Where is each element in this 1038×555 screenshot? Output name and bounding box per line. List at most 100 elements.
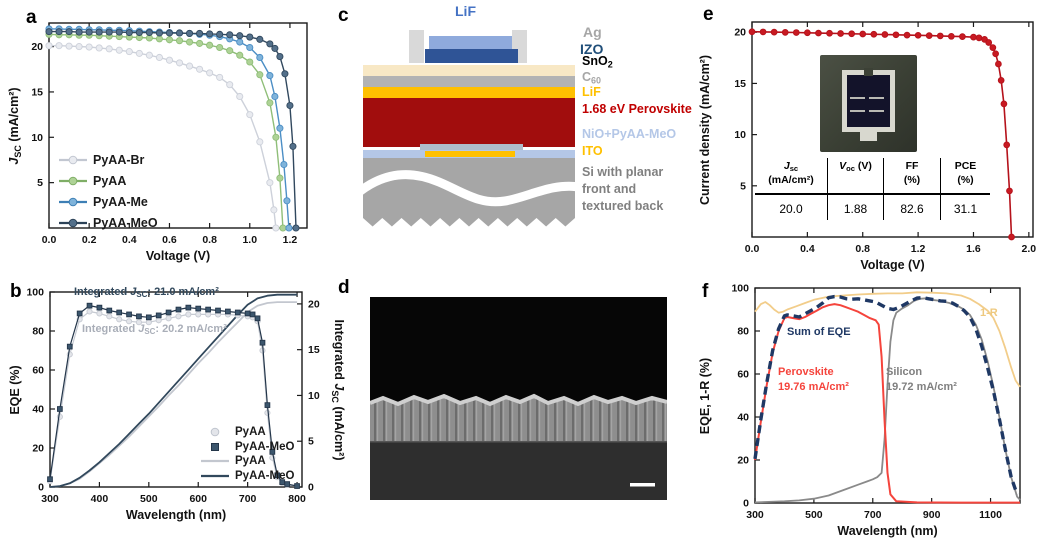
sem-film-layer [370, 396, 667, 441]
svg-text:15: 15 [734, 78, 746, 90]
svg-text:1.0: 1.0 [242, 234, 257, 246]
svg-text:0: 0 [308, 482, 314, 494]
svg-text:10: 10 [734, 129, 746, 141]
ito-layer [425, 151, 515, 157]
svg-text:0.0: 0.0 [42, 234, 57, 246]
svg-text:1.2: 1.2 [283, 234, 298, 246]
svg-text:0: 0 [38, 482, 44, 494]
svg-text:0.4: 0.4 [800, 243, 815, 255]
nio-step-layer [420, 144, 523, 150]
label-silicon: Si with planar front and textured back [582, 165, 664, 213]
svg-text:500: 500 [805, 509, 823, 521]
c60-layer [363, 76, 575, 87]
svg-text:5: 5 [37, 177, 43, 189]
svg-text:15: 15 [31, 86, 43, 98]
svg-text:40: 40 [737, 412, 749, 424]
svg-text:400: 400 [91, 493, 109, 505]
sem-substrate-edge [370, 441, 667, 443]
silicon-substrate [354, 158, 584, 218]
label-sno2: SnO2 [582, 54, 613, 70]
series-Silicon-EQE [754, 297, 1021, 504]
series-EQE-PyAA-MeO [49, 305, 298, 487]
panel-a: a 0.0 0.2 0.4 0.6 0.8 1.0 1.2 5 10 15 20 Voltage (V… [0, 0, 330, 270]
svg-text:15: 15 [308, 344, 320, 356]
svg-text:0.2: 0.2 [82, 234, 97, 246]
izo-layer [425, 49, 518, 63]
svg-text:5: 5 [740, 180, 746, 192]
svg-text:1100: 1100 [979, 509, 1002, 521]
panel-label-f: f [702, 281, 709, 302]
series-PyAA-Br [49, 45, 277, 229]
svg-text:80: 80 [32, 326, 44, 338]
panel-label-e: e [703, 4, 714, 25]
svg-text:60: 60 [32, 365, 44, 377]
panel-c: c LiF Ag IZO SnO2 C60 LiF 1.68 eV Perovs… [330, 0, 692, 270]
svg-text:40: 40 [32, 404, 44, 416]
panel-label-d: d [338, 277, 350, 298]
sem-capping-highlight [370, 393, 667, 407]
lif-capping-layer [429, 36, 512, 49]
svg-text:600: 600 [189, 493, 207, 505]
svg-text:0.8: 0.8 [855, 243, 870, 255]
label-c60: C60 [582, 70, 602, 86]
electrode-tab [860, 132, 877, 141]
label-perovskite: 1.68 eV Perovskite [582, 102, 692, 116]
svg-text:20: 20 [31, 41, 43, 53]
electrode-finger [869, 110, 884, 112]
svg-text:0.0: 0.0 [745, 243, 760, 255]
panel-label-a: a [26, 7, 37, 28]
electrode-finger [850, 97, 865, 99]
electrode-frame [842, 70, 895, 132]
panel-e: e 0.0 0.4 0.8 1.2 1.6 2.0 5 10 15 20 Voltage (V) Cu… [690, 0, 1038, 272]
panel-label-b: b [10, 281, 22, 302]
panel-label-c: c [338, 5, 349, 26]
svg-text:20: 20 [734, 27, 746, 39]
svg-text:900: 900 [923, 509, 941, 521]
lif-interlayer [363, 87, 575, 98]
svg-text:20: 20 [308, 298, 320, 310]
ag-electrode-left [409, 30, 424, 63]
svg-text:700: 700 [239, 493, 257, 505]
svg-text:2.0: 2.0 [1022, 243, 1037, 255]
jv-curves-chart: 0.0 0.2 0.4 0.6 0.8 1.0 1.2 5 10 15 20 Voltage (V) J… [0, 0, 330, 270]
series-Sum-of-EQE [753, 294, 1019, 495]
series-EQE-PyAA [49, 310, 298, 487]
svg-text:500: 500 [140, 493, 158, 505]
device-photo-inset [820, 55, 917, 152]
svg-text:800: 800 [288, 493, 306, 505]
sem-cross-section-image [370, 297, 667, 500]
svg-text:300: 300 [746, 509, 764, 521]
label-nio-pyaa-meo: NiO+PyAA-MeO [582, 127, 677, 141]
sno2-layer [363, 65, 575, 76]
chart-e-canvas: 0.0 0.4 0.8 1.2 1.6 2.0 5 10 15 20 [734, 21, 1037, 255]
series-Integrated-PyAA-MeO [49, 293, 298, 488]
svg-text:100: 100 [26, 287, 44, 299]
perovskite-layer [363, 98, 575, 147]
svg-text:5: 5 [308, 436, 314, 448]
panel-f: f 300 500 700 900 1100 0 20 40 60 80 100 Wavelength… [690, 270, 1038, 550]
svg-text:1.2: 1.2 [911, 243, 926, 255]
panel-d: d [330, 270, 690, 550]
label-ag: Ag [583, 24, 602, 40]
svg-text:0.4: 0.4 [122, 234, 137, 246]
electrode-finger [869, 97, 884, 99]
electrode-notch [864, 68, 873, 76]
svg-text:0.6: 0.6 [162, 234, 177, 246]
textured-back-zigzag [363, 218, 575, 227]
sem-substrate [370, 441, 667, 500]
chart-a-canvas: 0.0 0.2 0.4 0.6 0.8 1.0 1.2 5 10 15 20 [31, 22, 308, 246]
chart-f-canvas: 300 500 700 900 1100 0 20 40 60 80 100 [731, 283, 1021, 521]
svg-text:700: 700 [864, 509, 882, 521]
electrode-finger [850, 110, 865, 112]
svg-text:10: 10 [308, 390, 320, 402]
label-ito: ITO [582, 144, 603, 158]
tunnel-junction-wave [354, 170, 584, 207]
series-1-R [754, 291, 1021, 388]
svg-text:0: 0 [743, 498, 749, 510]
svg-text:20: 20 [737, 455, 749, 467]
svg-text:10: 10 [31, 132, 43, 144]
label-lif-top: LiF [455, 3, 476, 19]
svg-text:80: 80 [737, 326, 749, 338]
